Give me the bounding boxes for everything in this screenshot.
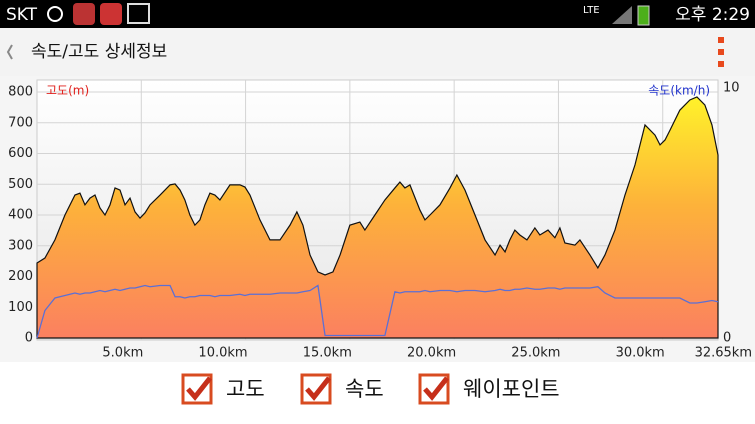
y-tick-label: 600 — [8, 146, 33, 161]
toggle-bar — [0, 362, 755, 424]
x-tick-label: 15.0km — [303, 346, 352, 361]
menu-button[interactable] — [718, 37, 724, 67]
gps-icon — [47, 6, 63, 22]
x-tick-label: 30.0km — [616, 346, 665, 361]
checkbox-label: 웨이포인트 — [463, 377, 560, 401]
chart: 0 100 200 300 400 500 600 700 800 0 10 5.0km 10.0km 1… — [8, 80, 752, 361]
y2-tick-label: 0 — [723, 331, 731, 346]
app-icon — [100, 3, 122, 25]
checkmark — [186, 376, 212, 401]
x-tick-label: 5.0km — [102, 346, 143, 361]
y-tick-label: 800 — [8, 85, 33, 100]
app-icon — [73, 3, 95, 25]
y-tick-label: 500 — [8, 177, 33, 192]
signal-icon — [612, 6, 632, 24]
y-tick-label: 0 — [25, 331, 33, 346]
y-tick-label: 200 — [8, 269, 33, 284]
x-tick-label: 10.0km — [198, 346, 247, 361]
checkbox[interactable]: 웨이포인트 — [418, 373, 560, 405]
checkbox-label: 고도 — [226, 377, 265, 401]
carrier: SKT — [6, 5, 38, 25]
y-tick-label: 700 — [8, 115, 33, 130]
network: LTE — [583, 5, 600, 16]
clock: 오후 2:29 — [675, 5, 750, 25]
elevation-area — [36, 96, 719, 339]
y-tick-label: 400 — [8, 208, 33, 223]
y-axis-label: 고도(m) — [46, 84, 89, 98]
checkbox[interactable]: 고도 — [181, 373, 265, 405]
image-icon — [127, 3, 150, 24]
checkbox[interactable]: 속도 — [300, 373, 384, 405]
y2-axis-label: 속도(km/h) — [648, 84, 710, 98]
app-title: 속도/고도 상세정보 — [31, 42, 167, 62]
y-tick-label: 300 — [8, 238, 33, 253]
app-bar — [0, 28, 755, 76]
x-tick-label: 32.65km — [695, 346, 752, 361]
y2-tick-label: 10 — [723, 81, 740, 96]
speed-line — [36, 284, 719, 339]
y-tick-label: 100 — [8, 300, 33, 315]
checkmark — [423, 376, 449, 401]
checkbox-box — [300, 373, 332, 405]
checkbox-label: 속도 — [345, 377, 384, 401]
back-button[interactable] — [6, 44, 13, 60]
x-tick-label: 25.0km — [511, 346, 560, 361]
checkmark — [305, 376, 331, 401]
x-tick-label: 20.0km — [407, 346, 456, 361]
battery-icon — [637, 5, 650, 26]
